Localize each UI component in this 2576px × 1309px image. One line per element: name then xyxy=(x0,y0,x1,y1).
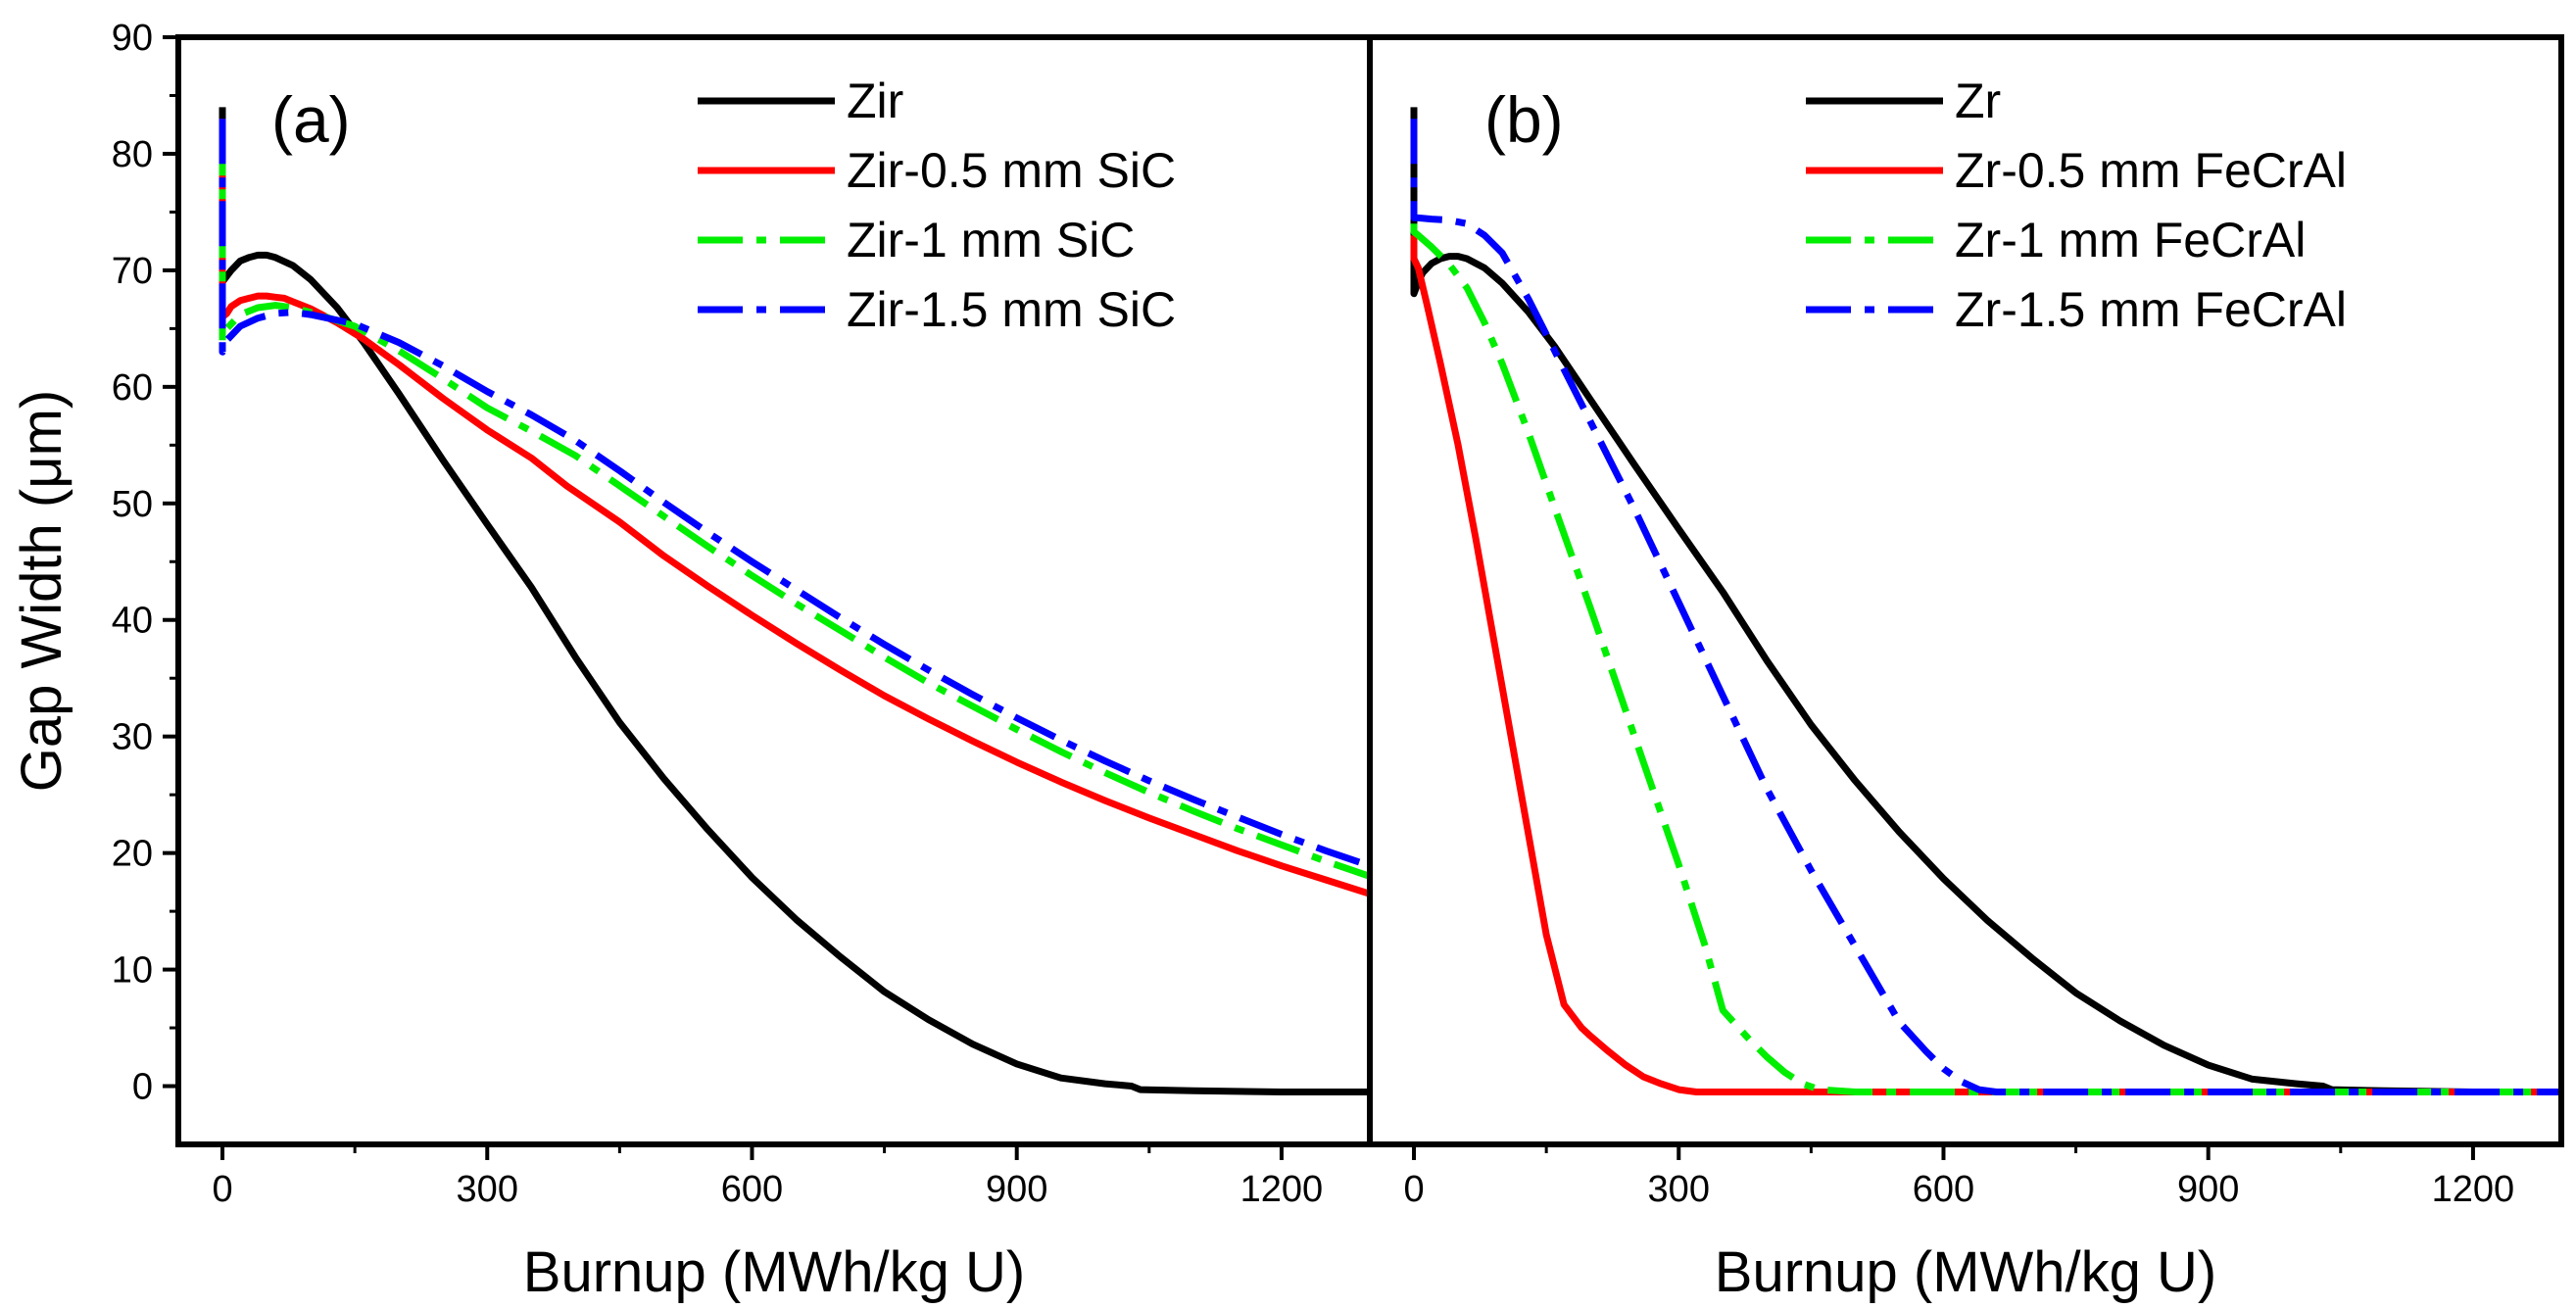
series-line-1 xyxy=(219,119,1370,897)
legend: Zr Zr-0.5 mm FeCrAl Zr-1 mm FeCrAl Zr-1.5 m… xyxy=(1806,73,2347,337)
y-tick-label: 90 xyxy=(112,18,153,59)
series-lines xyxy=(219,107,1370,1095)
x-tick-label: 900 xyxy=(2177,1169,2239,1210)
x-tick-label: 600 xyxy=(1913,1169,1974,1210)
series-line-0 xyxy=(1410,107,2561,1095)
panel-label: (a) xyxy=(271,83,351,156)
legend-label: Zir xyxy=(847,73,903,128)
series-line-1 xyxy=(1410,235,2561,1095)
series-line-0 xyxy=(219,107,1370,1095)
legend-label: Zr-1.5 mm FeCrAl xyxy=(1955,282,2347,337)
panel-b: 0 300 600 900 1200 Burnup (MWh/kg U) (b) Zr Zr-0… xyxy=(1367,34,2564,1304)
series-lines xyxy=(1410,107,2561,1095)
y-tick-label: 50 xyxy=(112,484,153,525)
chart-panels: 0 300 600 900 1200 0 10 20 30 40 50 60 70 80 90 Gap Wid… xyxy=(10,18,2564,1304)
x-tick-label: 1200 xyxy=(1240,1169,1324,1210)
y-tick-label: 10 xyxy=(112,950,153,992)
x-tick-label: 600 xyxy=(721,1169,783,1210)
legend-label: Zir-1.5 mm SiC xyxy=(847,282,1176,337)
y-tick-label: 80 xyxy=(112,134,153,175)
x-tick-label: 0 xyxy=(212,1169,232,1210)
x-tick-label: 900 xyxy=(986,1169,1047,1210)
y-tick-label: 70 xyxy=(112,251,153,292)
y-tick-label: 60 xyxy=(112,367,153,409)
legend: Zir Zir-0.5 mm SiC Zir-1 mm SiC Zir-1.5 mm … xyxy=(698,73,1176,337)
x-tick-label: 0 xyxy=(1403,1169,1424,1210)
legend-label: Zr xyxy=(1955,73,2001,128)
series-line-2 xyxy=(219,130,1370,880)
legend-label: Zr-0.5 mm FeCrAl xyxy=(1955,143,2347,198)
y-tick-label: 40 xyxy=(112,601,153,642)
series-line-3 xyxy=(1410,119,2561,1095)
series-line-2 xyxy=(1410,223,2561,1095)
legend-label: Zir-1 mm SiC xyxy=(847,213,1135,267)
y-axis-title: Gap Width (μm) xyxy=(10,390,73,792)
x-axis-title: Burnup (MWh/kg U) xyxy=(523,1240,1025,1304)
panel-label: (b) xyxy=(1484,83,1564,156)
y-tick-label: 20 xyxy=(112,834,153,875)
panel-a: 0 300 600 900 1200 0 10 20 30 40 50 60 70 80 90 Gap Wid… xyxy=(10,18,1373,1304)
x-axis-title: Burnup (MWh/kg U) xyxy=(1715,1240,2216,1304)
series-line-3 xyxy=(219,119,1370,870)
plot-frame xyxy=(1367,34,2564,1147)
y-tick-label: 30 xyxy=(112,717,153,758)
y-tick-label: 0 xyxy=(132,1067,153,1108)
legend-label: Zr-1 mm FeCrAl xyxy=(1955,213,2306,267)
legend-label: Zir-0.5 mm SiC xyxy=(847,143,1176,198)
x-tick-label: 300 xyxy=(457,1169,518,1210)
x-tick-label: 300 xyxy=(1648,1169,1710,1210)
x-tick-label: 1200 xyxy=(2432,1169,2515,1210)
